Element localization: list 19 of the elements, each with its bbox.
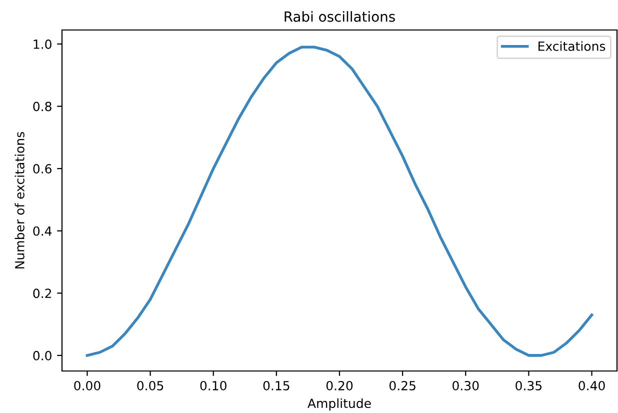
y-tick-label: 1.0 — [34, 39, 52, 49]
x-tick-label: 0.30 — [452, 380, 479, 390]
y-tick-label: 0.8 — [33, 102, 52, 112]
x-tick-label: 0.00 — [74, 380, 100, 390]
x-tick-label: 0.35 — [516, 380, 542, 390]
y-tick-label: 0.2 — [33, 288, 52, 298]
x-axis-title: Amplitude — [308, 398, 371, 410]
chart-title: Rabi oscillations — [284, 11, 395, 22]
y-tick-label: 0.4 — [33, 226, 52, 236]
x-tick-label: 0.10 — [200, 380, 226, 390]
y-tick-label: 0.6 — [33, 164, 52, 174]
x-tick-label: 0.25 — [389, 380, 416, 390]
legend-label: Excitations — [538, 41, 606, 51]
x-tick-label: 0.20 — [326, 380, 353, 390]
y-axis-title: Number of excitations — [14, 132, 24, 268]
x-tick-label: 0.05 — [137, 380, 164, 390]
x-tick-label: 0.40 — [578, 380, 605, 390]
x-tick-label: 0.15 — [263, 380, 290, 390]
y-tick-label: 0.0 — [33, 350, 52, 360]
